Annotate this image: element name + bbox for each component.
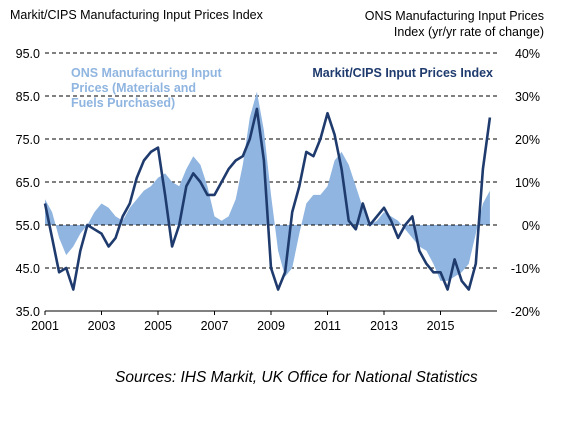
right-tick-label: 0% (522, 219, 540, 233)
x-tick-label: 2003 (88, 319, 116, 333)
right-tick-label: 10% (515, 176, 540, 190)
right-tick-label: 40% (515, 47, 540, 61)
series-labels: ONS Manufacturing Input Prices (Materials… (71, 66, 493, 110)
x-tick-label: 2007 (201, 319, 229, 333)
x-tick-label: 2009 (257, 319, 285, 333)
right-tick-label: 30% (515, 90, 540, 104)
left-tick-label: 45.0 (16, 262, 40, 276)
left-tick-label: 85.0 (16, 90, 40, 104)
x-tick-label: 2001 (31, 319, 59, 333)
ons-label-line: Fuels Purchased) (71, 96, 175, 110)
right-axis-title-line: ONS Manufacturing Input Prices (364, 9, 544, 23)
left-tick-label: 95.0 (16, 47, 40, 61)
right-tick-label: -20% (511, 305, 540, 319)
right-tick-label: -10% (511, 262, 540, 276)
markit-series-line (43, 107, 492, 291)
right-tick-label: 20% (515, 133, 540, 147)
left-tick-label: 55.0 (16, 219, 40, 233)
left-tick-label: 65.0 (16, 176, 40, 190)
ons-area-path (45, 91, 490, 281)
left-axis-title: Markit/CIPS Manufacturing Input Prices I… (10, 8, 263, 22)
ons-series-area (45, 91, 490, 281)
markit-series-label: Markit/CIPS Input Prices Index (312, 66, 493, 80)
left-tick-label: 75.0 (16, 133, 40, 147)
left-tick-label: 35.0 (16, 305, 40, 319)
x-tick-label: 2005 (144, 319, 172, 333)
right-axis-title-line: Index (yr/yr rate of change) (393, 25, 544, 39)
x-tick-label: 2015 (427, 319, 455, 333)
ons-label-line: Prices (Materials and (71, 81, 196, 95)
x-tick-label: 2011 (314, 319, 341, 333)
ons-series-label: ONS Manufacturing Input Prices (Materials… (71, 66, 223, 110)
axes: 35.0 45.0 55.0 65.0 75.0 85.0 95.0 -20% -10% 0% 10… (16, 47, 540, 333)
x-tick-label: 2013 (370, 319, 398, 333)
right-axis-title: ONS Manufacturing Input Prices Index (yr… (365, 8, 544, 40)
source-note: Sources: IHS Markit, UK Office for Natio… (115, 369, 478, 386)
markit-line-path (43, 107, 492, 291)
ons-label-line: ONS Manufacturing Input (71, 66, 223, 80)
